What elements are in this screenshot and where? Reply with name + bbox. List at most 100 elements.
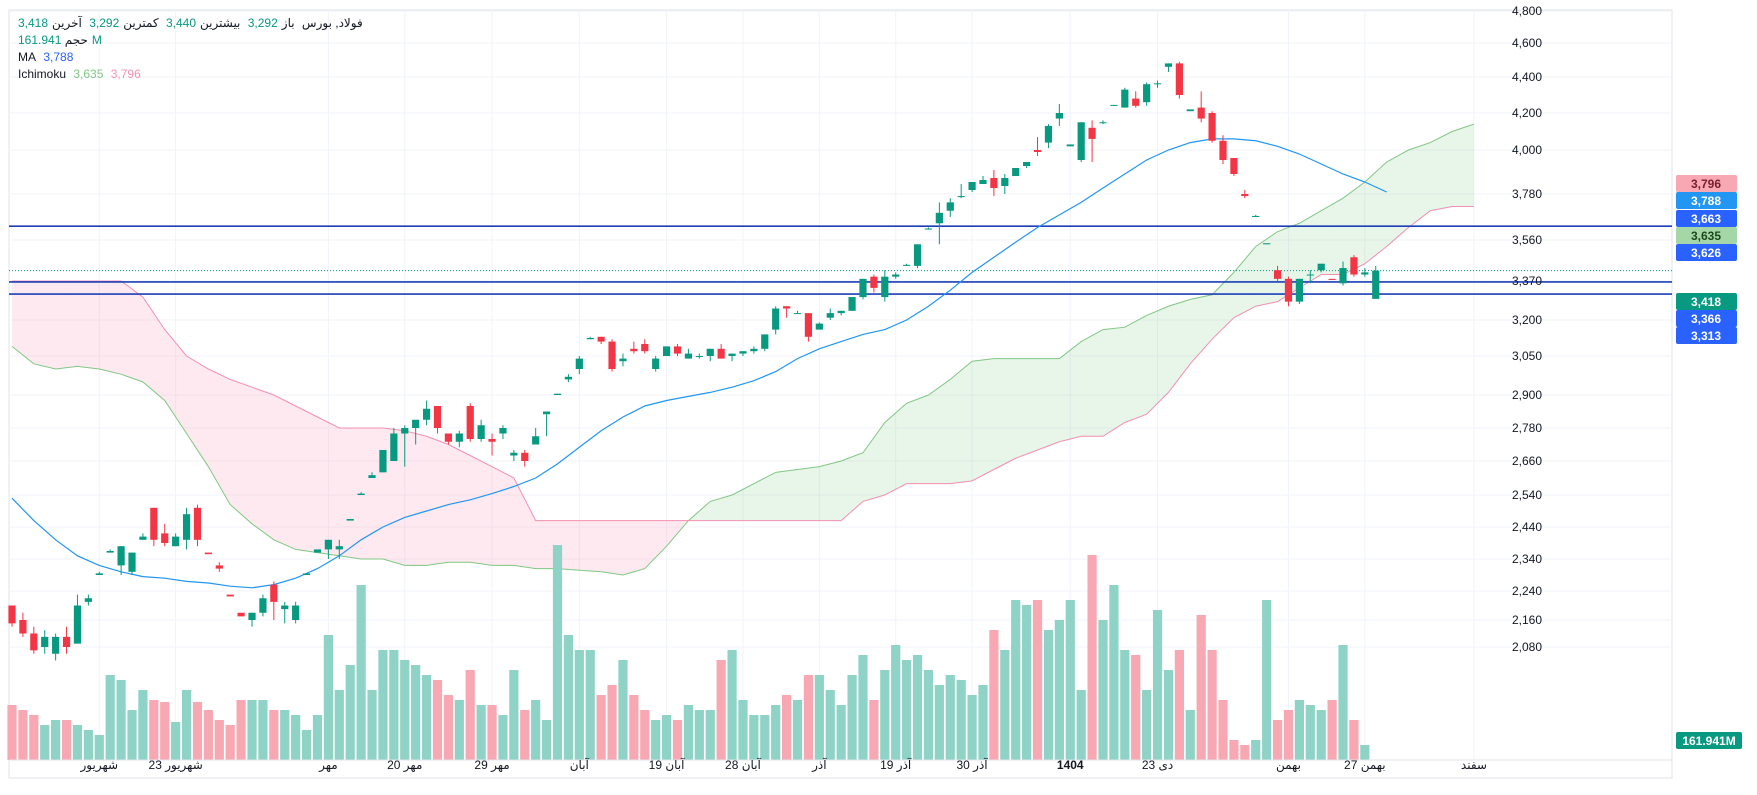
cloud-segment	[1310, 210, 1322, 281]
candle-body	[881, 276, 889, 298]
cloud-segment	[404, 430, 416, 566]
volume-bar	[203, 710, 213, 760]
cloud-segment	[175, 342, 187, 434]
time-tick-label: 27 بهمن	[1344, 758, 1386, 773]
cloud-segment	[1190, 297, 1202, 364]
candle-body	[990, 178, 998, 188]
volume-bar	[236, 700, 246, 760]
volume-bar	[116, 680, 126, 760]
volume-bar	[443, 695, 453, 760]
volume-bar	[1305, 705, 1315, 760]
candle-body	[1317, 263, 1325, 271]
candle-body	[412, 419, 420, 428]
cloud-segment	[797, 468, 809, 521]
candle-body	[553, 393, 562, 395]
volume-bar	[1131, 655, 1141, 760]
volume-bar	[29, 715, 39, 760]
price-label-text: 3,788	[1691, 194, 1721, 208]
cloud-segment	[284, 400, 296, 550]
candle-body	[924, 228, 933, 230]
ma-row[interactable]: MA 3,788	[18, 49, 367, 66]
time-axis: شهریور 23 شهریور مهر 20 مهر 29 مهر آبان 19 آبا…	[9, 757, 1672, 773]
cloud-segment	[1332, 198, 1344, 275]
cloud-segment	[764, 472, 776, 521]
candle-body	[815, 323, 823, 330]
grid	[9, 10, 1672, 760]
cloud-segment	[1135, 315, 1147, 419]
cloud-segment	[77, 281, 89, 368]
candles	[8, 61, 1380, 661]
cloud-segment	[252, 387, 263, 532]
candle-body	[641, 344, 649, 352]
volume-label-text: 161.941M	[1682, 734, 1735, 748]
candle-body	[630, 348, 638, 352]
ma-label: MA	[18, 50, 36, 64]
candle-body	[281, 605, 289, 610]
price-tick-label: 4,800	[1512, 4, 1542, 18]
cloud-segment	[612, 520, 623, 575]
volume-value: 161.941M	[18, 33, 102, 47]
price-label-bg	[1676, 175, 1737, 192]
cloud-segment	[1168, 302, 1180, 393]
cloud-segment	[775, 470, 787, 521]
candle-body	[433, 406, 442, 428]
candle-body	[30, 633, 38, 651]
volume-bar	[432, 680, 443, 760]
cloud-segment	[1430, 137, 1442, 211]
candle-body	[139, 536, 147, 540]
volume-bar	[803, 675, 814, 760]
candle-body	[586, 338, 594, 340]
cloud-segment	[1233, 259, 1245, 318]
price-label-bg	[1676, 244, 1737, 261]
cloud-segment	[22, 281, 34, 364]
volume-bar	[18, 710, 28, 760]
volume-bar	[563, 635, 574, 760]
volume-bar	[1349, 720, 1359, 760]
volume-bar	[760, 715, 770, 760]
cloud-segment	[1015, 358, 1027, 459]
cloud-segment	[917, 395, 929, 484]
volume-bar	[367, 690, 377, 760]
volume-bar	[1207, 650, 1217, 760]
volume-bar	[171, 722, 181, 760]
symbol-name[interactable]: فولاد, بورس	[301, 16, 363, 30]
candle-body	[117, 546, 125, 566]
volume-bar	[1316, 710, 1326, 760]
volume-bar	[1000, 650, 1010, 760]
cloud-segment	[1321, 204, 1333, 275]
price-tick-label: 2,660	[1512, 454, 1542, 468]
time-tick-label: شهریور	[80, 758, 119, 773]
candle-body	[859, 278, 867, 298]
candle-body	[161, 533, 169, 543]
candle-body	[1023, 162, 1031, 166]
volume-bar	[1272, 720, 1283, 760]
candle-body	[1372, 270, 1380, 299]
cloud-segment	[328, 422, 340, 556]
candle-body	[499, 428, 507, 434]
open-label: باز	[281, 16, 295, 30]
volume-bar	[1283, 710, 1294, 760]
price-label-bg	[1676, 192, 1737, 209]
price-tick-label: 2,080	[1512, 640, 1542, 654]
volume-bar	[334, 690, 344, 760]
volume-bar	[301, 730, 312, 760]
candle-body	[1230, 158, 1238, 174]
ichimoku-row[interactable]: Ichimoku 3,635 3,796	[18, 66, 367, 83]
candle-body	[597, 336, 605, 342]
volume-row[interactable]: حجم 161.941M	[18, 32, 367, 49]
cloud-segment	[1364, 172, 1376, 264]
time-tick-label: 19 آذر	[880, 757, 912, 773]
candle-body	[401, 428, 409, 434]
cloud-segment	[273, 395, 285, 545]
candle-body	[761, 334, 769, 349]
candle-body	[19, 620, 27, 634]
candle-body	[1197, 107, 1205, 119]
cloud-segment	[350, 428, 362, 559]
candle-body	[1088, 127, 1096, 139]
cloud-segment	[535, 520, 547, 569]
volume-bar	[923, 670, 934, 760]
volume-bar	[1054, 620, 1064, 760]
candle-body	[706, 348, 714, 356]
